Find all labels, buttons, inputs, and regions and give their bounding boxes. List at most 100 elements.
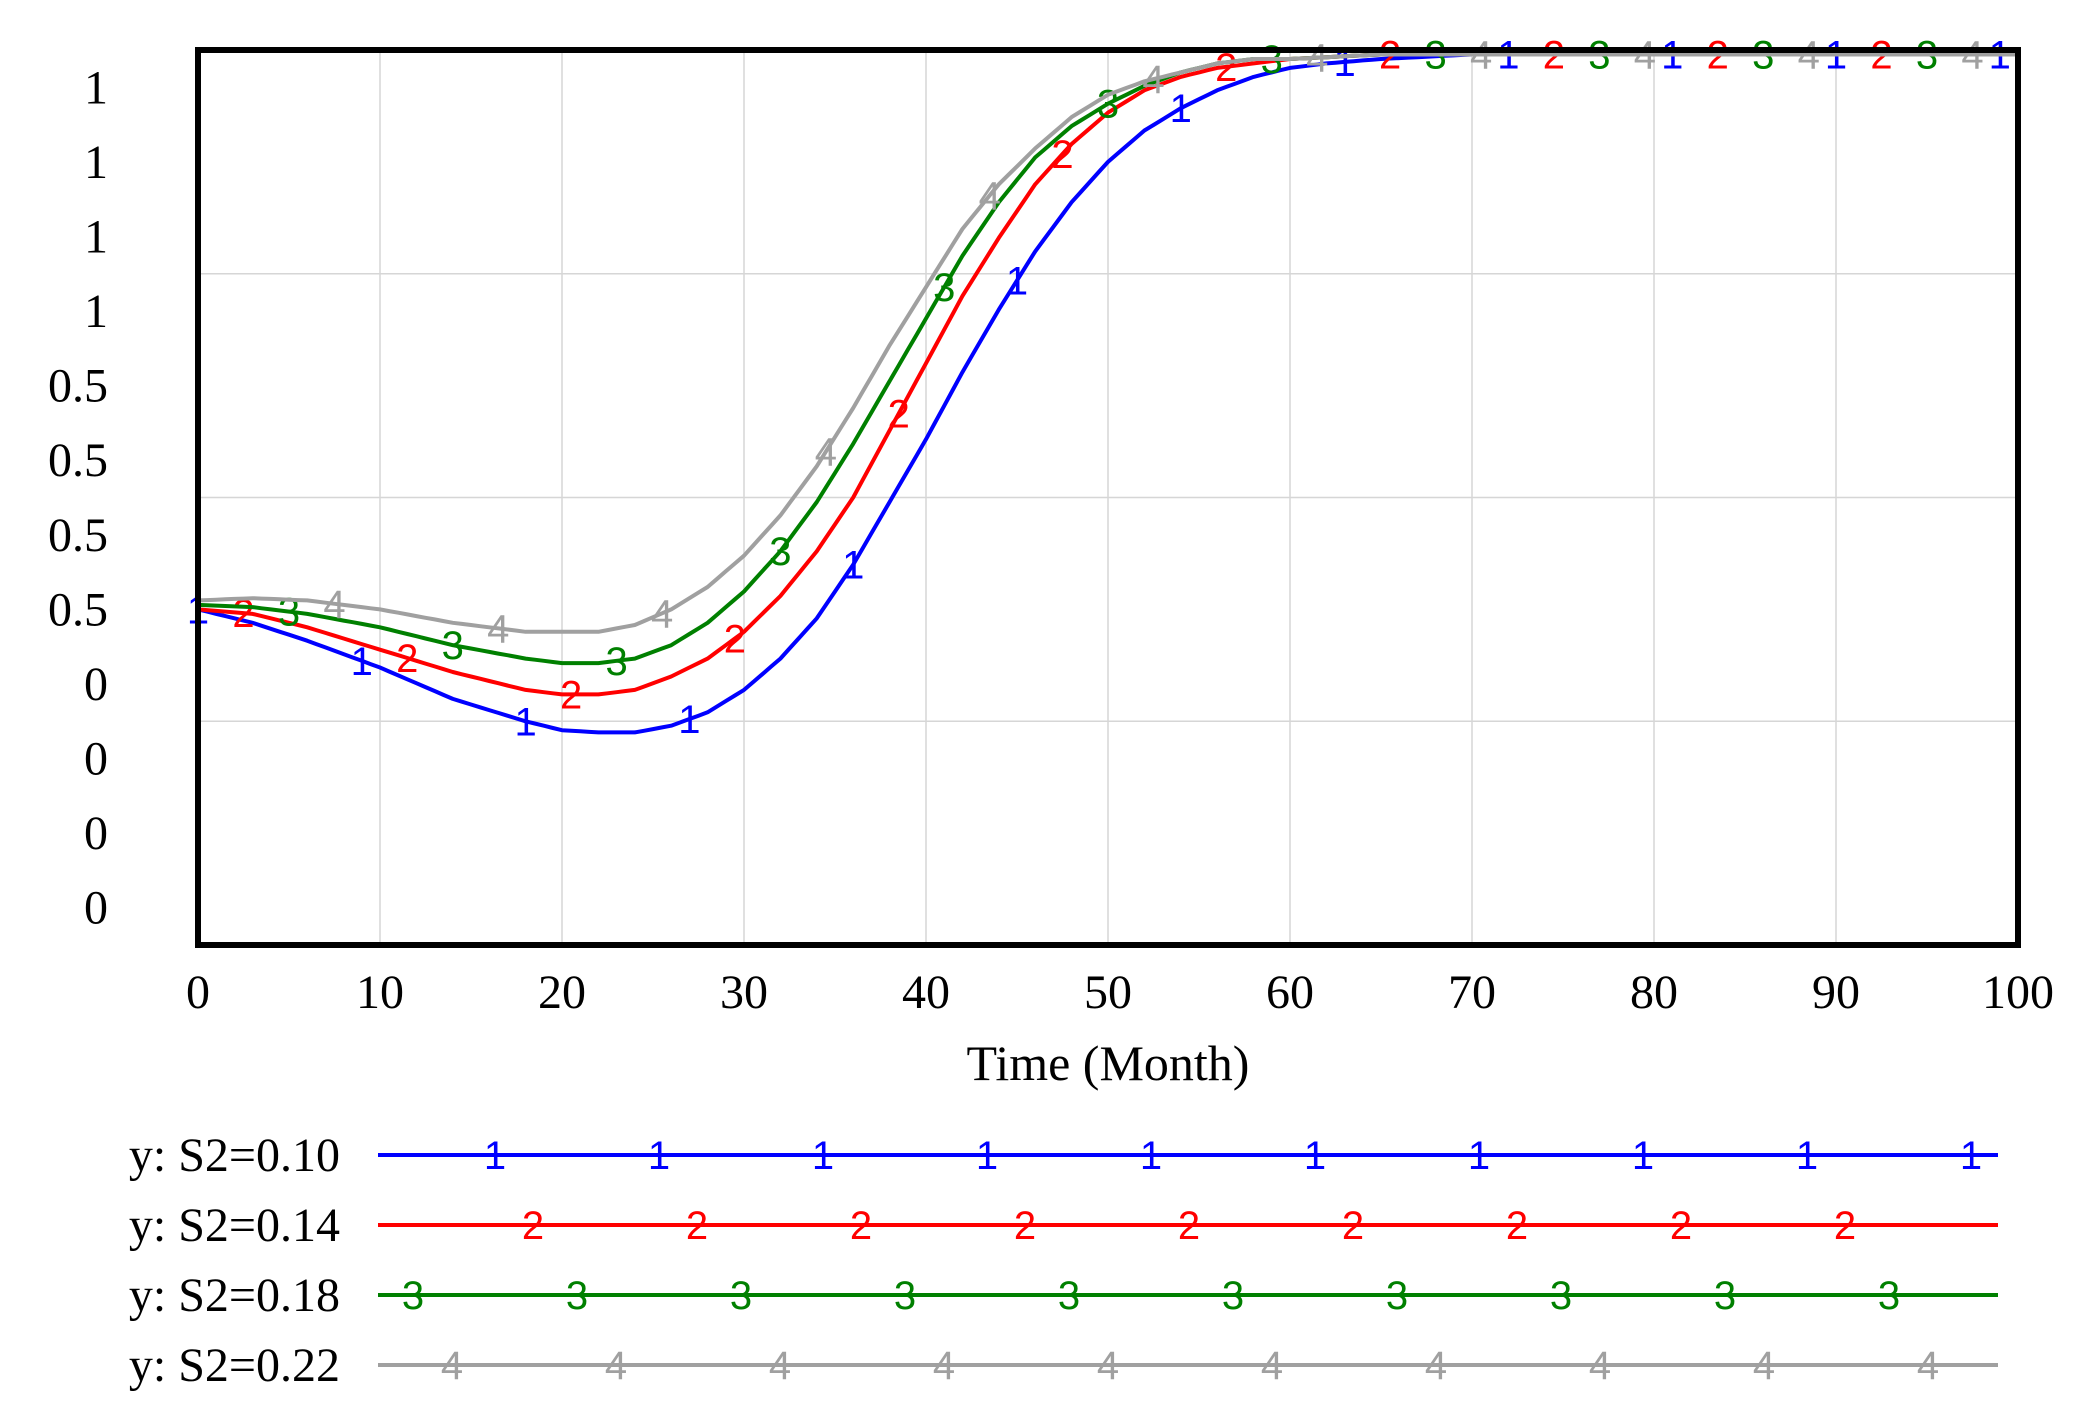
legend-label: y: S2=0.10 [129, 1129, 340, 1182]
series-marker: 4 [815, 431, 837, 475]
legend-marker: 3 [1222, 1274, 1244, 1318]
legend-marker: 2 [1834, 1204, 1856, 1248]
series-marker: 2 [1215, 46, 1237, 90]
plot-frame [195, 47, 2021, 948]
legend-marker: 4 [441, 1344, 463, 1388]
x-tick-label: 20 [538, 966, 586, 1019]
series-marker: 3 [933, 266, 955, 310]
series-4: 4 4 4 4 4 4 4 4 4 4 4 [197, 33, 2018, 651]
legend-marker: 3 [1058, 1274, 1080, 1318]
legend-marker: 2 [850, 1204, 872, 1248]
legend-marker: 4 [1753, 1344, 1775, 1388]
series-marker: 3 [442, 624, 464, 668]
series-marker: 4 [487, 607, 509, 651]
y-tick-label: 0.5 [48, 360, 108, 413]
series-marker: 2 [1051, 133, 1073, 177]
legend-marker: 4 [1589, 1344, 1611, 1388]
legend-marker: 1 [484, 1134, 506, 1178]
legend-marker: 1 [1632, 1134, 1654, 1178]
legend-marker: 2 [1342, 1204, 1364, 1248]
series-marker: 4 [1306, 37, 1328, 81]
legend-marker: 3 [402, 1274, 424, 1318]
x-tick-label: 90 [1812, 966, 1860, 1019]
series-marker: 3 [1097, 83, 1119, 127]
legend-label: y: S2=0.22 [129, 1339, 340, 1392]
y-tick-label: 1 [84, 61, 108, 114]
y-tick-label: 0.5 [48, 509, 108, 562]
legend-marker: 2 [522, 1204, 544, 1248]
y-tick-label: 1 [84, 285, 108, 338]
x-tick-label: 50 [1084, 966, 1132, 1019]
x-tick-label: 80 [1630, 966, 1678, 1019]
series-marker: 1 [1170, 87, 1192, 131]
y-tick-label: 0 [84, 733, 108, 786]
legend-item: y: S2=0.14 2 2 2 2 2 2 2 2 2 [129, 1199, 1998, 1252]
legend-marker: 2 [1670, 1204, 1692, 1248]
y-tick-label: 1 [84, 210, 108, 263]
series-marker: 4 [979, 174, 1001, 218]
series-marker: 4 [1798, 33, 1820, 77]
legend-marker: 1 [1304, 1134, 1326, 1178]
series-marker: 3 [605, 640, 627, 684]
legend-marker: 3 [1386, 1274, 1408, 1318]
series-marker: 4 [1142, 58, 1164, 102]
series-marker: 4 [323, 583, 345, 627]
legend-marker: 1 [1796, 1134, 1818, 1178]
y-tick-label: 1 [84, 136, 108, 189]
series-marker: 2 [888, 393, 910, 437]
series-marker: 1 [1006, 259, 1028, 303]
legend-marker: 3 [1878, 1274, 1900, 1318]
legend-marker: 4 [769, 1344, 791, 1388]
legend-marker: 4 [1917, 1344, 1939, 1388]
legend-label: y: S2=0.14 [129, 1199, 340, 1252]
series-marker: 2 [232, 592, 254, 636]
series-line [197, 52, 2018, 634]
series-marker: 2 [724, 617, 746, 661]
y-tick-label: 0.5 [48, 583, 108, 636]
legend-marker: 4 [1261, 1344, 1283, 1388]
y-tick-label: 0.5 [48, 434, 108, 487]
legend-marker: 3 [566, 1274, 588, 1318]
x-tick-label: 10 [356, 966, 404, 1019]
legend-item: y: S2=0.18 3 3 3 3 3 3 3 3 3 3 [129, 1269, 1998, 1322]
x-tick-label: 0 [186, 966, 210, 1019]
legend-marker: 4 [933, 1344, 955, 1388]
legend-marker: 3 [894, 1274, 916, 1318]
x-tick-label: 40 [902, 966, 950, 1019]
legend-label: y: S2=0.18 [129, 1269, 340, 1322]
series-marker: 1 [514, 700, 536, 744]
y-tick-labels: 1 1 1 1 0.5 0.5 0.5 0.5 0 0 0 0 [48, 61, 108, 934]
series-marker: 1 [351, 640, 373, 684]
legend-marker: 1 [1140, 1134, 1162, 1178]
legend-marker: 2 [1014, 1204, 1036, 1248]
series-marker: 2 [560, 673, 582, 717]
x-tick-label: 60 [1266, 966, 1314, 1019]
legend-marker: 2 [686, 1204, 708, 1248]
legend-marker: 3 [1714, 1274, 1736, 1318]
y-tick-label: 0 [84, 807, 108, 860]
legend-marker: 1 [1468, 1134, 1490, 1178]
legend-item: y: S2=0.10 1 1 1 1 1 1 1 1 1 1 [129, 1129, 1998, 1182]
legend-marker: 1 [648, 1134, 670, 1178]
y-tick-label: 0 [84, 882, 108, 935]
x-axis-label: Time (Month) [967, 1035, 1250, 1091]
series-marker: 3 [769, 530, 791, 574]
legend-marker: 3 [1550, 1274, 1572, 1318]
legend: y: S2=0.10 1 1 1 1 1 1 1 1 1 1y: S2=0.14 2 2 2 2 2 2 2 2 2y… [129, 1129, 1998, 1392]
series-marker: 1 [678, 698, 700, 742]
series-marker: 4 [1634, 33, 1656, 77]
series-marker: 3 [278, 591, 300, 635]
x-tick-label: 30 [720, 966, 768, 1019]
legend-marker: 1 [812, 1134, 834, 1178]
x-tick-labels: 0 10 20 30 40 50 60 70 80 90 100 [186, 966, 2054, 1019]
legend-marker: 4 [1425, 1344, 1447, 1388]
legend-marker: 1 [976, 1134, 998, 1178]
legend-marker: 3 [730, 1274, 752, 1318]
series-marker: 2 [396, 637, 418, 681]
x-tick-label: 100 [1982, 966, 2054, 1019]
x-tick-label: 70 [1448, 966, 1496, 1019]
series-marker: 4 [651, 592, 673, 636]
legend-marker: 4 [605, 1344, 627, 1388]
y-tick-label: 0 [84, 658, 108, 711]
